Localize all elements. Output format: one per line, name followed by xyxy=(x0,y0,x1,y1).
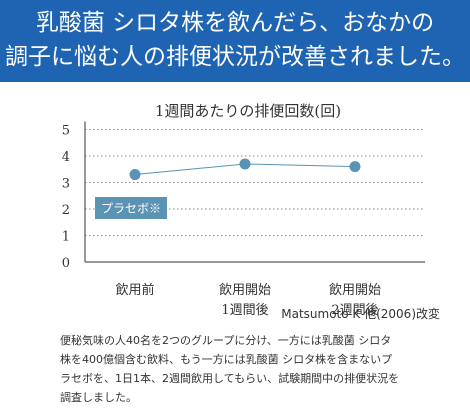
series-label-box xyxy=(95,197,167,219)
y-tick-label: 2 xyxy=(62,203,70,218)
description-line: 株を400億個含む飲料、もう一方には乳酸菌 シロタ株を含まないプ xyxy=(60,353,393,366)
header-banner: 乳酸菌 シロタ株を飲んだら、おなかの 調子に悩む人の排便状況が改善されました。 xyxy=(0,0,470,82)
description-line: ラセボを、1日1本、2週間飲用してもらい、試験期間中の排便状況を xyxy=(60,372,400,385)
x-tick-label: 飲用開始 xyxy=(219,282,271,298)
x-tick-label: 飲用前 xyxy=(115,282,154,298)
description-line: 調査しました。 xyxy=(60,391,137,404)
y-tick-label: 4 xyxy=(62,150,70,165)
source-citation: Matsumoto K 他(2006)改変 xyxy=(281,307,440,321)
data-point xyxy=(349,161,361,173)
x-tick-label: 2週間後 xyxy=(331,303,378,318)
header-line-1: 乳酸菌 シロタ株を飲んだら、おなかの xyxy=(35,10,435,36)
y-tick-label: 1 xyxy=(62,230,70,245)
description: 便秘気味の人40名を2つのグループに分け、一方には乳酸菌 シロタ 株を400億個… xyxy=(60,331,440,407)
y-tick-label: 0 xyxy=(62,256,70,271)
y-tick-label: 5 xyxy=(62,124,70,139)
data-point xyxy=(129,169,141,181)
description-line: 便秘気味の人40名を2つのグループに分け、一方には乳酸菌 シロタ xyxy=(60,334,392,347)
x-tick-label: 飲用開始 xyxy=(329,282,381,298)
chart-title: 1週間あたりの排便回数(回) xyxy=(155,102,341,120)
chart: 1週間あたりの排便回数(回) 0 1 2 3 4 5 飲用前 飲用開始 1週間後 飲用開始 2週間後… xyxy=(0,86,470,326)
chart-svg: 1週間あたりの排便回数(回) 0 1 2 3 4 5 飲用前 飲用開始 1週間後 飲用開始 2週間後… xyxy=(62,102,425,318)
x-tick-label: 1週間後 xyxy=(221,303,268,318)
header-line-2: 調子に悩む人の排便状況が改善されました。 xyxy=(5,44,465,70)
series-label: プラセボ※ xyxy=(101,202,161,216)
data-point xyxy=(239,158,251,170)
y-tick-label: 3 xyxy=(62,177,70,192)
